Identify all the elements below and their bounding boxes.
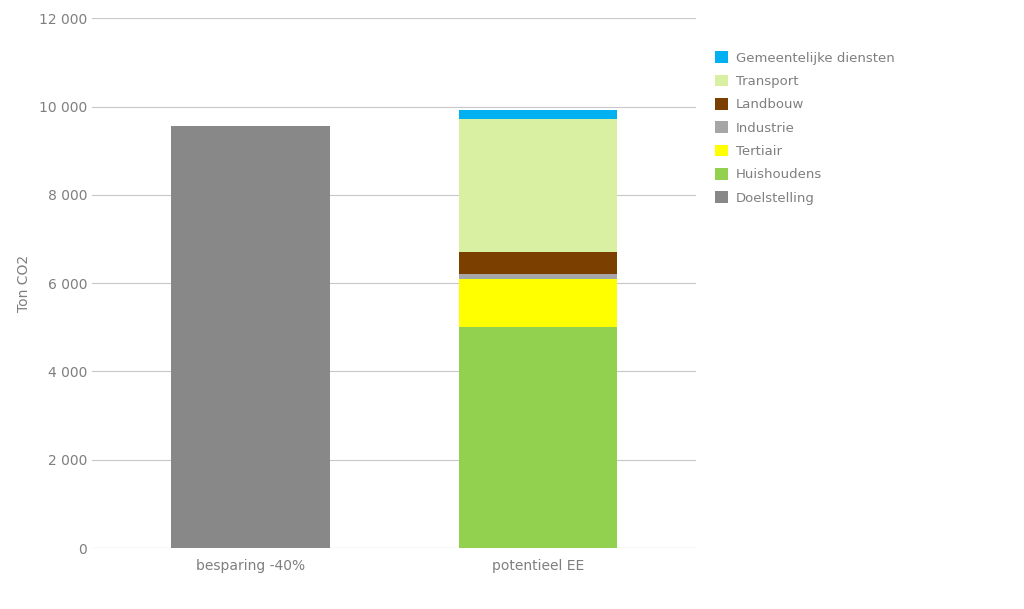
Y-axis label: Ton CO2: Ton CO2 [16,255,31,312]
Bar [459,328,617,548]
Bar [171,126,330,548]
Bar [459,119,617,252]
Bar [459,110,617,119]
Bar [459,274,617,279]
Legend: Gemeentelijke diensten, Transport, Landbouw, Industrie, Tertiair, Huishoudens, D: Gemeentelijke diensten, Transport, Landb… [715,51,895,205]
Bar [459,279,617,328]
Bar [459,252,617,274]
